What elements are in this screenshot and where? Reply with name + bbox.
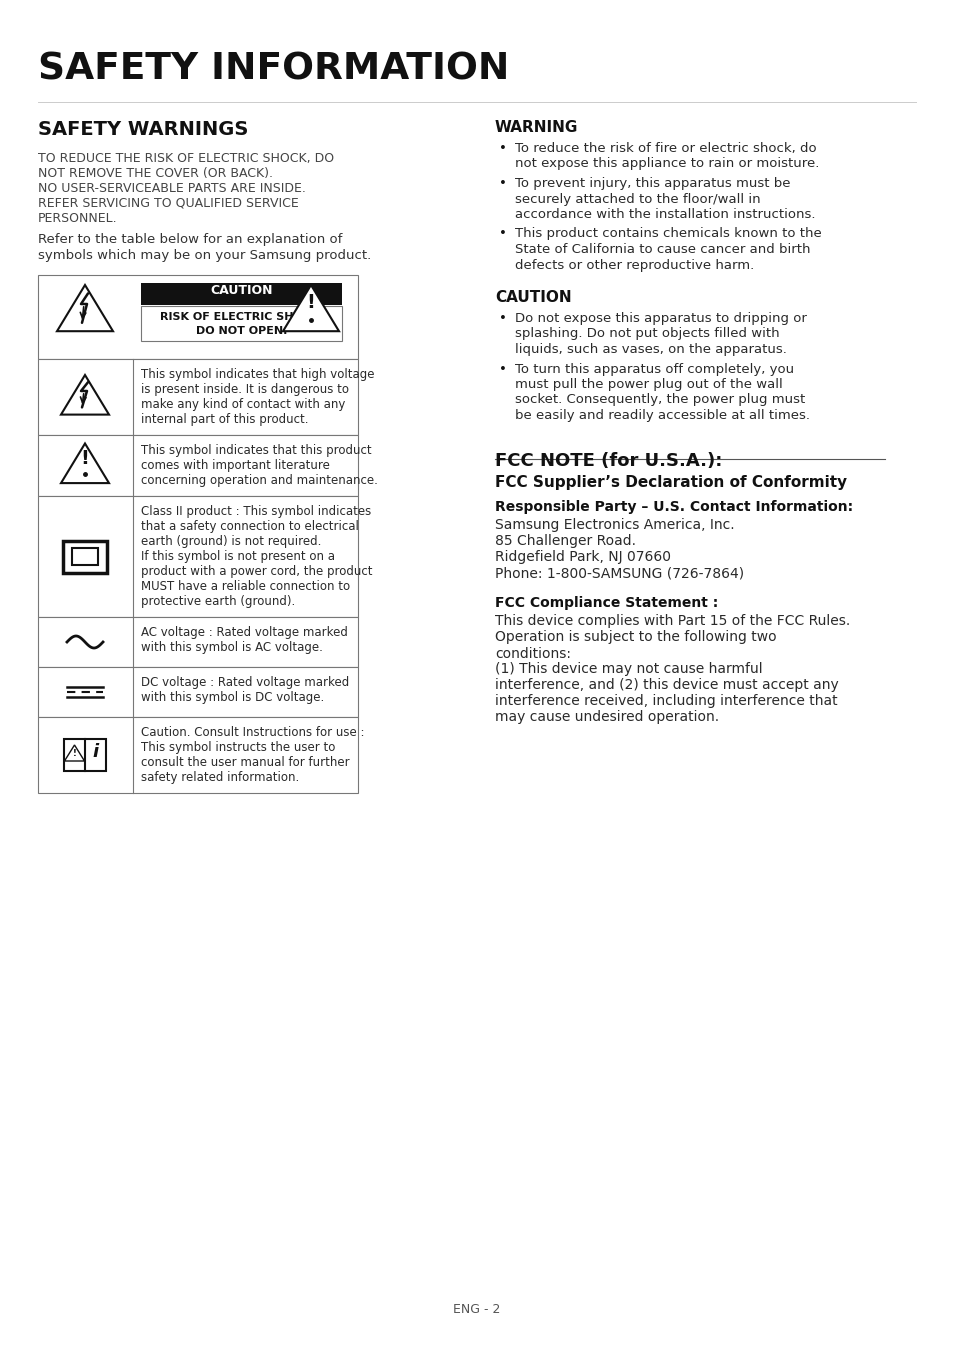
Text: SAFETY WARNINGS: SAFETY WARNINGS: [38, 121, 248, 139]
Text: State of California to cause cancer and birth: State of California to cause cancer and …: [515, 242, 810, 256]
Text: be easily and readily accessible at all times.: be easily and readily accessible at all …: [515, 409, 809, 422]
Text: Operation is subject to the following two: Operation is subject to the following tw…: [495, 631, 776, 645]
Text: securely attached to the floor/wall in: securely attached to the floor/wall in: [515, 192, 760, 206]
Text: Caution. Consult Instructions for use :: Caution. Consult Instructions for use :: [141, 726, 364, 739]
Bar: [64, 739, 106, 770]
Text: FCC NOTE (for U.S.A.):: FCC NOTE (for U.S.A.):: [495, 452, 721, 470]
Text: TO REDUCE THE RISK OF ELECTRIC SHOCK, DO: TO REDUCE THE RISK OF ELECTRIC SHOCK, DO: [38, 152, 334, 165]
Text: Class II product : This symbol indicates: Class II product : This symbol indicates: [141, 505, 371, 519]
Text: FCC Compliance Statement :: FCC Compliance Statement :: [495, 597, 718, 611]
Bar: [38, 668, 357, 718]
Text: conditions:: conditions:: [495, 646, 571, 661]
Text: NO USER-SERVICEABLE PARTS ARE INSIDE.: NO USER-SERVICEABLE PARTS ARE INSIDE.: [38, 181, 306, 195]
Text: is present inside. It is dangerous to: is present inside. It is dangerous to: [141, 383, 349, 395]
Text: Phone: 1-800-SAMSUNG (726-7864): Phone: 1-800-SAMSUNG (726-7864): [495, 566, 743, 581]
Text: may cause undesired operation.: may cause undesired operation.: [495, 711, 719, 724]
Text: Ridgefield Park, NJ 07660: Ridgefield Park, NJ 07660: [495, 551, 670, 565]
Text: protective earth (ground).: protective earth (ground).: [141, 594, 294, 608]
Bar: [63, 540, 107, 573]
Text: DO NOT OPEN.: DO NOT OPEN.: [195, 326, 287, 336]
Bar: [141, 283, 341, 305]
Text: interference, and (2) this device must accept any: interference, and (2) this device must a…: [495, 678, 838, 692]
Text: MUST have a reliable connection to: MUST have a reliable connection to: [141, 580, 350, 593]
Text: •: •: [498, 363, 506, 375]
Text: 85 Challenger Road.: 85 Challenger Road.: [495, 535, 636, 548]
Text: Refer to the table below for an explanation of: Refer to the table below for an explanat…: [38, 233, 342, 246]
Bar: [141, 306, 341, 341]
Polygon shape: [61, 375, 109, 414]
Bar: [38, 496, 357, 617]
Text: !: !: [306, 294, 315, 313]
Text: splashing. Do not put objects filled with: splashing. Do not put objects filled wit…: [515, 328, 779, 340]
Text: not expose this appliance to rain or moisture.: not expose this appliance to rain or moi…: [515, 157, 819, 171]
Text: safety related information.: safety related information.: [141, 770, 299, 784]
Text: DC voltage : Rated voltage marked: DC voltage : Rated voltage marked: [141, 676, 349, 689]
Text: PERSONNEL.: PERSONNEL.: [38, 213, 117, 225]
Text: NOT REMOVE THE COVER (OR BACK).: NOT REMOVE THE COVER (OR BACK).: [38, 167, 273, 180]
Polygon shape: [61, 444, 109, 483]
Text: This symbol indicates that high voltage: This symbol indicates that high voltage: [141, 368, 375, 380]
Text: •: •: [498, 311, 506, 325]
Text: Samsung Electronics America, Inc.: Samsung Electronics America, Inc.: [495, 519, 734, 532]
Text: make any kind of contact with any: make any kind of contact with any: [141, 398, 345, 412]
Text: with this symbol is DC voltage.: with this symbol is DC voltage.: [141, 691, 324, 704]
Text: FCC Supplier’s Declaration of Conformity: FCC Supplier’s Declaration of Conformity: [495, 474, 846, 490]
Text: !: !: [72, 749, 76, 757]
Text: consult the user manual for further: consult the user manual for further: [141, 756, 349, 769]
Text: earth (ground) is not required.: earth (ground) is not required.: [141, 535, 321, 548]
Text: !: !: [80, 450, 90, 468]
Text: defects or other reproductive harm.: defects or other reproductive harm.: [515, 259, 754, 272]
Text: To turn this apparatus off completely, you: To turn this apparatus off completely, y…: [515, 363, 793, 375]
Text: internal part of this product.: internal part of this product.: [141, 413, 308, 427]
Text: that a safety connection to electrical: that a safety connection to electrical: [141, 520, 358, 533]
Text: Do not expose this apparatus to dripping or: Do not expose this apparatus to dripping…: [515, 311, 806, 325]
Text: symbols which may be on your Samsung product.: symbols which may be on your Samsung pro…: [38, 249, 371, 263]
Text: This symbol instructs the user to: This symbol instructs the user to: [141, 741, 335, 754]
Text: interference received, including interference that: interference received, including interfe…: [495, 695, 837, 708]
Text: •: •: [498, 142, 506, 154]
Text: To prevent injury, this apparatus must be: To prevent injury, this apparatus must b…: [515, 177, 790, 190]
Text: REFER SERVICING TO QUALIFIED SERVICE: REFER SERVICING TO QUALIFIED SERVICE: [38, 196, 298, 210]
Text: concerning operation and maintenance.: concerning operation and maintenance.: [141, 474, 377, 487]
Polygon shape: [57, 284, 112, 332]
Text: (1) This device may not cause harmful: (1) This device may not cause harmful: [495, 662, 761, 677]
Text: ENG - 2: ENG - 2: [453, 1303, 500, 1316]
Bar: [38, 359, 357, 435]
Polygon shape: [283, 284, 338, 332]
Text: SAFETY INFORMATION: SAFETY INFORMATION: [38, 51, 509, 88]
Text: CAUTION: CAUTION: [210, 283, 273, 297]
Bar: [38, 275, 357, 359]
Text: comes with important literature: comes with important literature: [141, 459, 330, 473]
Text: RISK OF ELECTRIC SHOCK.: RISK OF ELECTRIC SHOCK.: [159, 311, 323, 322]
Text: This product contains chemicals known to the: This product contains chemicals known to…: [515, 227, 821, 241]
Text: CAUTION: CAUTION: [495, 290, 571, 305]
Text: liquids, such as vases, on the apparatus.: liquids, such as vases, on the apparatus…: [515, 343, 786, 356]
Text: socket. Consequently, the power plug must: socket. Consequently, the power plug mus…: [515, 394, 804, 406]
Text: This symbol indicates that this product: This symbol indicates that this product: [141, 444, 372, 458]
Bar: [38, 718, 357, 793]
Text: AC voltage : Rated voltage marked: AC voltage : Rated voltage marked: [141, 626, 348, 639]
Text: To reduce the risk of fire or electric shock, do: To reduce the risk of fire or electric s…: [515, 142, 816, 154]
Text: product with a power cord, the product: product with a power cord, the product: [141, 565, 372, 578]
Text: This device complies with Part 15 of the FCC Rules.: This device complies with Part 15 of the…: [495, 615, 849, 628]
Text: with this symbol is AC voltage.: with this symbol is AC voltage.: [141, 640, 322, 654]
Text: WARNING: WARNING: [495, 121, 578, 135]
Text: •: •: [498, 227, 506, 241]
Bar: [71, 547, 98, 565]
Text: Responsible Party – U.S. Contact Information:: Responsible Party – U.S. Contact Informa…: [495, 501, 852, 515]
Text: i: i: [92, 743, 98, 761]
Text: •: •: [498, 177, 506, 190]
Bar: [38, 617, 357, 668]
Polygon shape: [65, 745, 85, 761]
Text: accordance with the installation instructions.: accordance with the installation instruc…: [515, 209, 815, 221]
Text: must pull the power plug out of the wall: must pull the power plug out of the wall: [515, 378, 781, 391]
Bar: [38, 435, 357, 496]
Text: If this symbol is not present on a: If this symbol is not present on a: [141, 550, 335, 563]
